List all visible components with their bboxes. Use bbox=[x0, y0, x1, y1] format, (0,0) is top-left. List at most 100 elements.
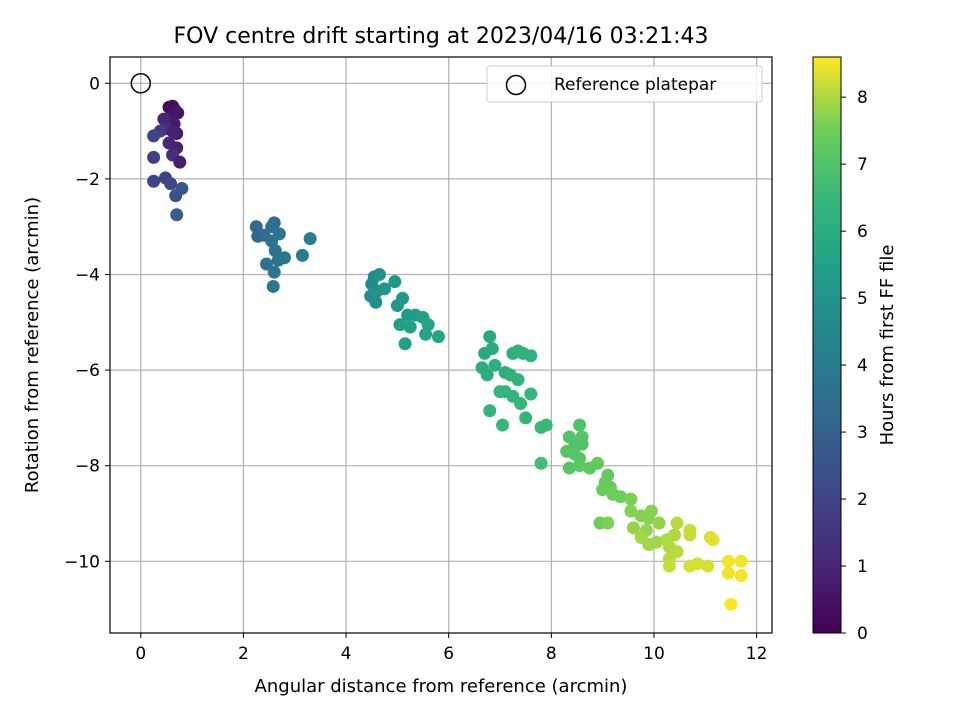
y-axis-label: Rotation from reference (arcmin) bbox=[22, 197, 43, 493]
x-tick-label: 4 bbox=[341, 644, 352, 664]
data-point bbox=[670, 516, 684, 530]
data-point bbox=[171, 106, 185, 120]
x-axis-label: Angular distance from reference (arcmin) bbox=[255, 676, 628, 697]
data-point bbox=[721, 566, 735, 580]
legend-box bbox=[486, 65, 763, 103]
y-tick-label: −4 bbox=[75, 265, 100, 285]
x-tick-label: 8 bbox=[546, 644, 557, 664]
data-point bbox=[614, 490, 628, 504]
data-point bbox=[691, 557, 705, 571]
data-point bbox=[488, 358, 502, 372]
data-point bbox=[295, 248, 309, 262]
legend-reference-marker bbox=[505, 74, 527, 96]
x-tick-label: 6 bbox=[443, 644, 454, 664]
data-point bbox=[650, 535, 664, 549]
plot-frame bbox=[109, 56, 773, 634]
data-point bbox=[496, 418, 510, 432]
data-point bbox=[626, 521, 640, 535]
data-point bbox=[591, 456, 605, 470]
data-point bbox=[514, 397, 528, 411]
colorbar-tick-label: 7 bbox=[857, 155, 868, 175]
data-point bbox=[267, 265, 281, 279]
data-point bbox=[266, 279, 280, 293]
x-tick-label: 10 bbox=[643, 644, 665, 664]
data-point bbox=[388, 275, 402, 289]
data-point bbox=[721, 554, 735, 568]
x-tick-label: 2 bbox=[238, 644, 249, 664]
data-point bbox=[575, 437, 589, 451]
data-point bbox=[272, 227, 286, 241]
data-point bbox=[662, 559, 676, 573]
colorbar-tick-label: 3 bbox=[857, 423, 868, 443]
data-point bbox=[734, 554, 748, 568]
data-point bbox=[601, 516, 615, 530]
data-point bbox=[267, 216, 281, 230]
data-point bbox=[667, 528, 681, 542]
data-point bbox=[260, 257, 274, 271]
data-point bbox=[519, 411, 533, 425]
data-point bbox=[480, 368, 494, 382]
data-point bbox=[249, 220, 263, 234]
colorbar-ticks: 0 1 2 3 4 5 6 7 8 bbox=[841, 88, 868, 644]
x-tick-label: 0 bbox=[135, 644, 146, 664]
data-point bbox=[369, 295, 383, 309]
data-point bbox=[303, 232, 317, 246]
plot-area bbox=[109, 56, 773, 634]
scatter-points bbox=[147, 99, 748, 611]
data-point bbox=[511, 373, 525, 387]
data-point bbox=[642, 511, 656, 525]
data-point bbox=[372, 267, 386, 281]
colorbar-tick-label: 8 bbox=[857, 88, 868, 108]
y-tick-label: −10 bbox=[64, 552, 100, 572]
data-point bbox=[164, 177, 178, 191]
legend: Reference platepar bbox=[486, 65, 763, 103]
grid-lines bbox=[110, 57, 772, 633]
y-tick-label: −2 bbox=[75, 170, 100, 190]
data-point bbox=[573, 418, 587, 432]
data-point bbox=[173, 155, 187, 169]
legend-entry-reference: Reference platepar bbox=[554, 75, 716, 95]
data-point bbox=[378, 282, 392, 296]
colorbar-tick-label: 1 bbox=[857, 557, 868, 577]
data-point bbox=[724, 597, 738, 611]
data-point bbox=[706, 533, 720, 547]
data-point bbox=[483, 404, 497, 418]
data-point bbox=[147, 174, 161, 188]
y-tick-label: 0 bbox=[89, 74, 100, 94]
data-point bbox=[396, 291, 410, 305]
data-point bbox=[596, 483, 610, 497]
data-point bbox=[734, 569, 748, 583]
colorbar-tick-label: 5 bbox=[857, 289, 868, 309]
x-axis-ticks: 0 2 4 6 8 10 12 bbox=[135, 633, 767, 664]
data-point bbox=[624, 492, 638, 506]
reference-platepar-marker bbox=[130, 73, 152, 94]
data-point bbox=[403, 320, 417, 334]
data-point bbox=[701, 559, 715, 573]
colorbar-tick-label: 2 bbox=[857, 490, 868, 510]
data-point bbox=[175, 181, 189, 195]
data-point bbox=[624, 504, 638, 518]
y-axis-ticks: 0 −2 −4 −6 −8 −10 bbox=[64, 74, 110, 572]
data-point bbox=[562, 461, 576, 475]
data-point bbox=[573, 459, 587, 473]
data-point bbox=[398, 337, 412, 351]
colorbar-label: Hours from first FF file bbox=[877, 245, 898, 446]
data-point bbox=[485, 342, 499, 356]
data-point bbox=[170, 208, 184, 222]
x-tick-label: 12 bbox=[746, 644, 768, 664]
data-point bbox=[147, 129, 161, 143]
colorbar: 0 1 2 3 4 5 6 7 8 Hours from first FF file bbox=[812, 56, 898, 644]
data-point bbox=[534, 456, 548, 470]
reference-marker-group bbox=[130, 73, 152, 94]
data-point bbox=[431, 330, 445, 344]
data-point bbox=[271, 253, 285, 267]
data-point bbox=[524, 387, 538, 401]
data-point bbox=[483, 330, 497, 344]
data-point bbox=[652, 516, 666, 530]
colorbar-tick-label: 4 bbox=[857, 356, 868, 376]
data-point bbox=[524, 349, 538, 363]
data-point bbox=[419, 327, 433, 341]
colorbar-tick-label: 6 bbox=[857, 222, 868, 242]
y-tick-label: −8 bbox=[75, 457, 100, 477]
